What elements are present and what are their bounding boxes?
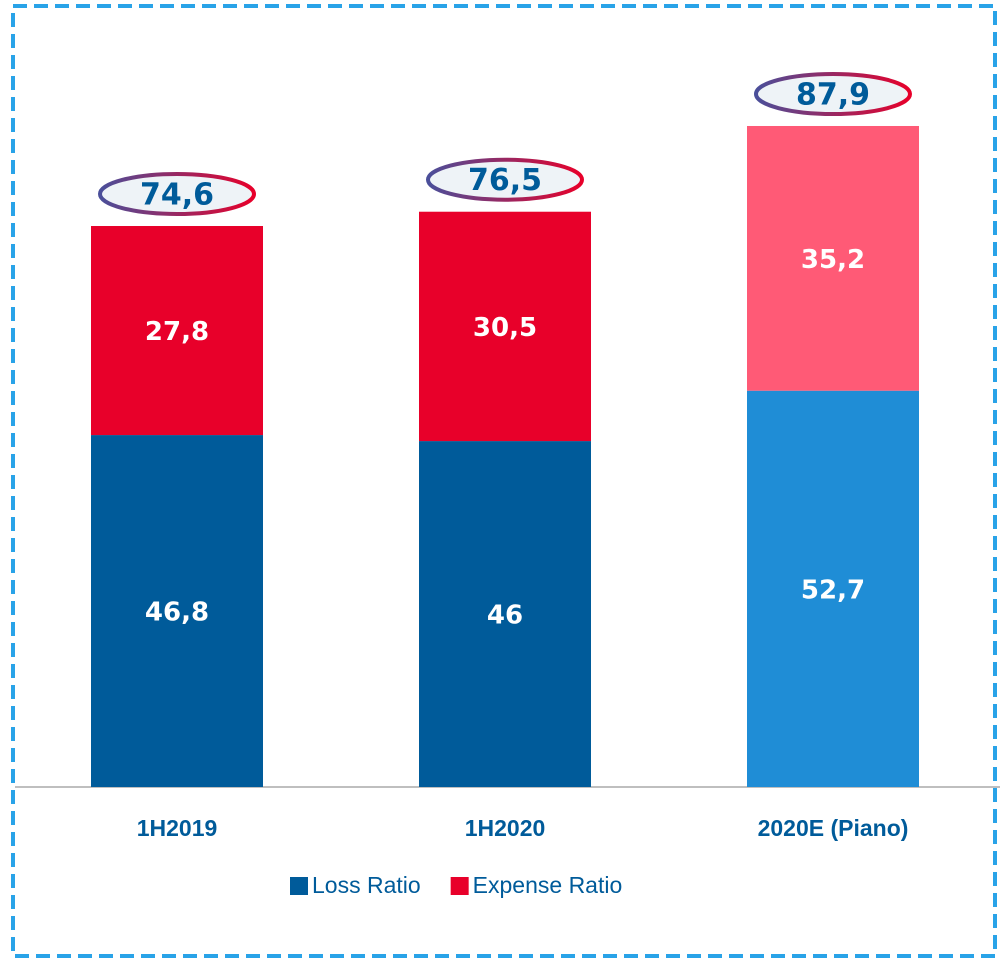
bar-segment (91, 226, 263, 436)
total-ring (426, 157, 584, 202)
x-tick-label: 1H2019 (137, 815, 218, 841)
frame (11, 4, 997, 958)
data-label: 52,7 (801, 575, 865, 605)
legend-label: Expense Ratio (473, 872, 623, 898)
data-label: 46 (487, 601, 523, 631)
total-label: 87,9 (796, 77, 870, 112)
bar-segment (747, 125, 919, 391)
total-label: 74,6 (140, 178, 214, 213)
total-ring (754, 71, 912, 116)
total-ring (98, 172, 256, 217)
bar-segment (419, 441, 591, 787)
data-label: 35,2 (801, 245, 865, 275)
legend-label: Loss Ratio (312, 872, 421, 898)
legend-swatch (290, 877, 308, 895)
data-label: 27,8 (145, 317, 209, 347)
x-tick-label: 2020E (Piano) (758, 815, 909, 841)
bar-segment (419, 211, 591, 442)
total-label: 76,5 (468, 163, 542, 198)
x-tick-label: 1H2020 (465, 815, 546, 841)
data-label: 30,5 (473, 313, 537, 343)
bar-segment (747, 390, 919, 787)
data-label: 46,8 (145, 598, 209, 628)
bar-segment (91, 435, 263, 787)
legend-swatch (450, 877, 469, 895)
